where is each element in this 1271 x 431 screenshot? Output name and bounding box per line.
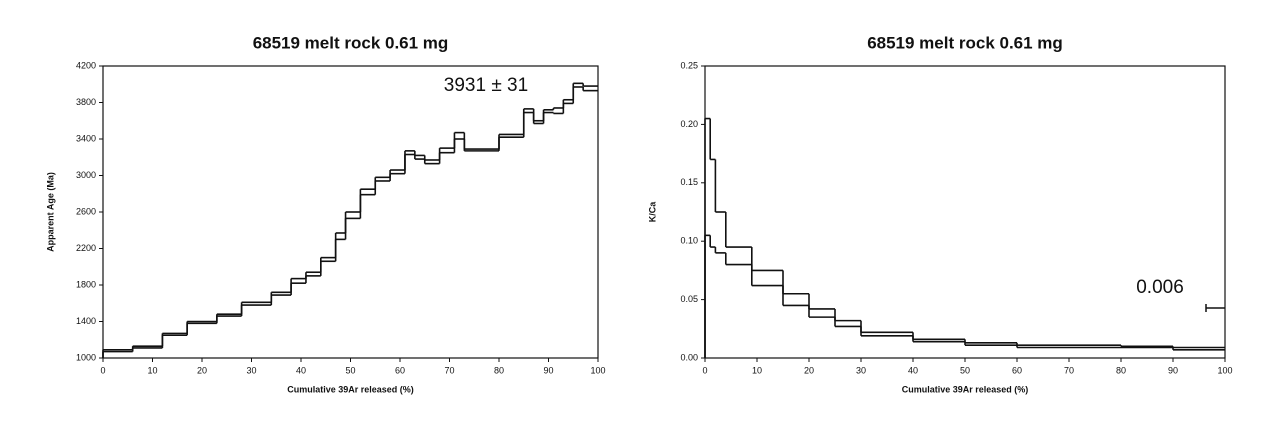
x-axis-label: Cumulative 39Ar released (%)	[287, 384, 414, 394]
x-tick-label: 60	[1012, 365, 1022, 375]
x-tick-label: 40	[296, 365, 306, 375]
chart-title: 68519 melt rock 0.61 mg	[867, 33, 1063, 52]
y-tick-label: 0.00	[680, 352, 698, 362]
y-tick-label: 0.15	[680, 177, 698, 187]
x-tick-label: 50	[345, 365, 355, 375]
x-tick-label: 0	[100, 365, 105, 375]
y-tick-label: 3400	[76, 133, 96, 143]
y-axis-label: K/Ca	[647, 201, 657, 222]
x-tick-label: 20	[197, 365, 207, 375]
y-tick-label: 0.05	[680, 294, 698, 304]
y-tick-label: 0.10	[680, 236, 698, 246]
x-axis-label: Cumulative 39Ar released (%)	[902, 384, 1029, 394]
y-tick-label: 2600	[76, 206, 96, 216]
y-tick-label: 0.25	[680, 60, 698, 70]
y-tick-label: 2200	[76, 243, 96, 253]
y-axis-label: Apparent Age (Ma)	[45, 172, 55, 252]
x-tick-label: 30	[246, 365, 256, 375]
x-tick-label: 100	[590, 365, 605, 375]
x-tick-label: 40	[908, 365, 918, 375]
y-tick-label: 3000	[76, 170, 96, 180]
x-tick-label: 70	[444, 365, 454, 375]
x-tick-label: 10	[147, 365, 157, 375]
y-tick-label: 3800	[76, 97, 96, 107]
x-tick-label: 80	[494, 365, 504, 375]
x-tick-label: 90	[1168, 365, 1178, 375]
y-tick-label: 4200	[76, 60, 96, 70]
y-tick-label: 1400	[76, 316, 96, 326]
chart-title: 68519 melt rock 0.61 mg	[253, 33, 449, 52]
plateau-bar	[1205, 304, 1225, 312]
x-tick-label: 100	[1217, 365, 1232, 375]
x-tick-label: 50	[960, 365, 970, 375]
x-tick-label: 60	[395, 365, 405, 375]
x-tick-label: 80	[1116, 365, 1126, 375]
x-tick-label: 20	[804, 365, 814, 375]
plot-frame	[704, 65, 1226, 359]
x-tick-label: 30	[856, 365, 866, 375]
annotation: 0.006	[1136, 277, 1184, 298]
y-tick-label: 0.20	[680, 119, 698, 129]
y-tick-label: 1800	[76, 279, 96, 289]
y-tick-label: 1000	[76, 352, 96, 362]
x-tick-label: 90	[543, 365, 553, 375]
x-tick-label: 0	[702, 365, 707, 375]
x-tick-label: 10	[752, 365, 762, 375]
annotation: 3931 ± 31	[444, 75, 528, 96]
x-tick-label: 70	[1064, 365, 1074, 375]
